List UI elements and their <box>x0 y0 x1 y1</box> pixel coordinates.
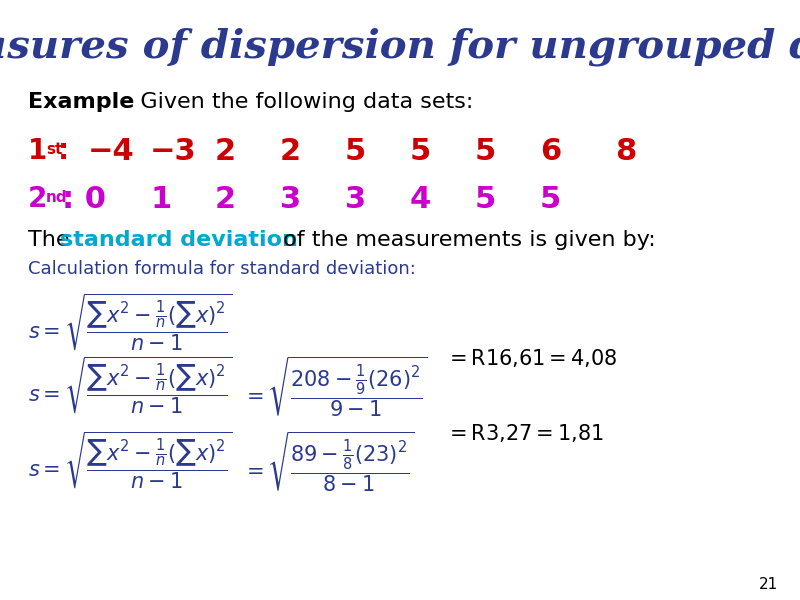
Text: $s = \sqrt{\dfrac{\sum x^2 - \frac{1}{n}(\sum x)^2}{n-1}}$: $s = \sqrt{\dfrac{\sum x^2 - \frac{1}{n}… <box>28 430 233 491</box>
Text: of the measurements is given by:: of the measurements is given by: <box>276 230 656 250</box>
Text: 5: 5 <box>475 137 496 166</box>
Text: 2: 2 <box>28 185 47 213</box>
Text: :: : <box>58 137 69 165</box>
Text: 1: 1 <box>28 137 47 165</box>
Text: 6: 6 <box>540 137 562 166</box>
Text: standard deviation: standard deviation <box>60 230 298 250</box>
Text: 5: 5 <box>410 137 431 166</box>
Text: 21: 21 <box>758 577 778 592</box>
Text: Example: Example <box>28 92 134 112</box>
Text: st: st <box>46 142 62 157</box>
Text: −3: −3 <box>150 137 197 166</box>
Text: Calculation formula for standard deviation:: Calculation formula for standard deviati… <box>28 260 416 278</box>
Text: $= \mathrm{R3{,}27} = 1{,}81$: $= \mathrm{R3{,}27} = 1{,}81$ <box>445 422 604 444</box>
Text: 4: 4 <box>410 185 431 214</box>
Text: $= \mathrm{R16{,}61} = 4{,}08$: $= \mathrm{R16{,}61} = 4{,}08$ <box>445 347 618 369</box>
Text: nd: nd <box>46 190 68 205</box>
Text: $= \sqrt{\dfrac{89 - \frac{1}{8}(23)^2}{8-1}}$: $= \sqrt{\dfrac{89 - \frac{1}{8}(23)^2}{… <box>242 430 414 495</box>
Text: −4: −4 <box>88 137 134 166</box>
Text: 5: 5 <box>345 137 366 166</box>
Text: 5: 5 <box>475 185 496 214</box>
Text: 8: 8 <box>615 137 636 166</box>
Text: $s = \sqrt{\dfrac{\sum x^2 - \frac{1}{n}(\sum x)^2}{n-1}}$: $s = \sqrt{\dfrac{\sum x^2 - \frac{1}{n}… <box>28 292 233 353</box>
Text: 3: 3 <box>345 185 366 214</box>
Text: : 0: : 0 <box>62 185 106 214</box>
Text: Measures of dispersion for ungrouped data: Measures of dispersion for ungrouped dat… <box>0 28 800 67</box>
Text: 2: 2 <box>280 137 301 166</box>
Text: – Given the following data sets:: – Given the following data sets: <box>122 92 474 112</box>
Text: 3: 3 <box>280 185 301 214</box>
Text: $s = \sqrt{\dfrac{\sum x^2 - \frac{1}{n}(\sum x)^2}{n-1}}$: $s = \sqrt{\dfrac{\sum x^2 - \frac{1}{n}… <box>28 355 233 416</box>
Text: 2: 2 <box>215 185 236 214</box>
Text: 5: 5 <box>540 185 562 214</box>
Text: 2: 2 <box>215 137 236 166</box>
Text: The: The <box>28 230 77 250</box>
Text: $= \sqrt{\dfrac{208 - \frac{1}{9}(26)^2}{9-1}}$: $= \sqrt{\dfrac{208 - \frac{1}{9}(26)^2}… <box>242 355 428 420</box>
Text: 1: 1 <box>150 185 171 214</box>
